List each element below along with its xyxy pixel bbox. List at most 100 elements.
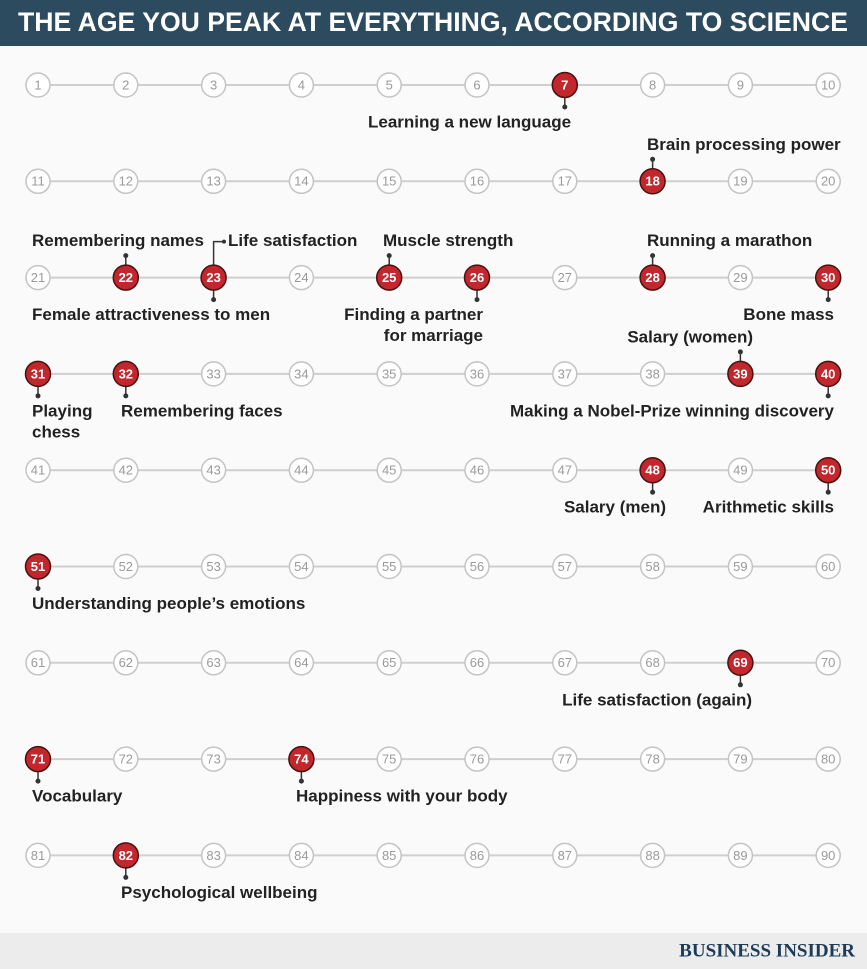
age-number: 34	[294, 366, 308, 381]
age-number: 25	[382, 270, 396, 285]
peak-marker	[814, 360, 842, 388]
peak-marker	[200, 264, 227, 291]
age-marker	[200, 650, 227, 676]
age-number: 74	[294, 752, 309, 767]
age-marker	[288, 553, 315, 580]
age-number: 59	[733, 559, 747, 574]
age-marker	[288, 842, 315, 869]
age-marker	[552, 264, 578, 291]
age-number: 7	[561, 77, 568, 92]
age-number: 19	[733, 174, 747, 189]
connector-dot	[825, 297, 831, 303]
peak-label: Understanding people’s emotions	[32, 578, 305, 613]
age-marker	[25, 457, 51, 483]
age-marker	[815, 168, 841, 195]
label: for marriage	[384, 326, 483, 345]
label: Brain processing power	[647, 135, 841, 154]
label: Finding a partner	[344, 305, 483, 324]
age-marker	[815, 72, 841, 98]
connector-dot	[123, 874, 129, 880]
age-number: 85	[382, 848, 396, 863]
age-marker	[200, 746, 227, 772]
age-marker	[464, 842, 490, 869]
age-marker	[552, 842, 578, 869]
label: Arithmetic skills	[703, 498, 834, 517]
peak-label: Remembering names	[32, 231, 204, 266]
age-marker	[200, 361, 227, 387]
source: BUSINESS INSIDER	[679, 940, 855, 961]
title-bar	[0, 0, 867, 46]
age-number: 2	[122, 77, 129, 92]
age-marker	[727, 457, 754, 483]
age-number: 52	[119, 559, 133, 574]
age-number: 16	[470, 174, 484, 189]
age-number: 35	[382, 366, 396, 381]
age-number: 31	[31, 366, 45, 381]
age-marker	[552, 650, 578, 676]
age-number: 62	[119, 655, 133, 670]
age-number: 77	[558, 752, 572, 767]
age-marker	[376, 168, 402, 195]
age-marker	[113, 72, 139, 98]
age-marker	[727, 264, 754, 291]
age-number: 11	[31, 174, 45, 189]
peak-label: Remembering faces	[121, 385, 283, 420]
age-marker	[552, 168, 578, 195]
connector	[212, 240, 224, 266]
age-marker	[464, 361, 490, 387]
age-number: 63	[206, 655, 220, 670]
age-number: 39	[733, 366, 747, 381]
age-marker	[815, 650, 841, 676]
age-marker	[25, 72, 51, 98]
age-number: 56	[470, 559, 484, 574]
age-number: 13	[206, 174, 220, 189]
age-marker	[288, 168, 315, 195]
peak-label: Playing chess	[32, 385, 92, 441]
connector-dot	[650, 253, 656, 259]
age-marker	[25, 264, 51, 291]
age-number: 24	[294, 270, 308, 285]
age-number: 45	[382, 463, 396, 478]
connector-dot	[35, 393, 41, 399]
age-number: 83	[206, 848, 220, 863]
peak-marker	[814, 456, 842, 484]
age-marker	[200, 553, 227, 580]
peak-marker	[551, 71, 579, 99]
age-marker	[727, 746, 754, 772]
connector-dot	[123, 253, 129, 259]
age-number: 48	[645, 463, 659, 478]
peak-label: Vocabulary	[32, 771, 123, 806]
peak-label: Salary (men)	[564, 482, 666, 517]
label: Salary (men)	[564, 498, 666, 517]
age-number: 41	[31, 463, 45, 478]
label: Psychological wellbeing	[121, 883, 318, 902]
age-number: 87	[558, 848, 572, 863]
age-number: 26	[470, 270, 484, 285]
peak-label: Running a marathon	[647, 231, 812, 266]
peak-marker	[24, 553, 52, 580]
peak-marker	[639, 264, 666, 291]
age-number: 42	[119, 463, 133, 478]
age-number: 9	[737, 77, 744, 92]
age-number: 89	[733, 848, 747, 863]
age-marker	[815, 842, 841, 869]
age-marker	[200, 168, 227, 195]
age-number: 27	[558, 270, 572, 285]
label: Remembering names	[32, 231, 204, 250]
age-number: 55	[382, 559, 396, 574]
peak-marker	[112, 842, 140, 869]
age-marker	[639, 72, 666, 98]
age-number: 79	[733, 752, 747, 767]
age-marker	[464, 746, 490, 772]
age-number: 80	[821, 752, 835, 767]
age-marker	[200, 72, 227, 98]
age-number: 50	[821, 463, 835, 478]
age-number: 12	[119, 174, 133, 189]
age-marker	[815, 746, 841, 772]
age-number: 23	[206, 270, 220, 285]
age-marker	[288, 457, 315, 483]
peak-marker	[24, 745, 52, 773]
peak-label: Happiness with your body	[296, 771, 508, 806]
peak-marker	[112, 264, 140, 291]
